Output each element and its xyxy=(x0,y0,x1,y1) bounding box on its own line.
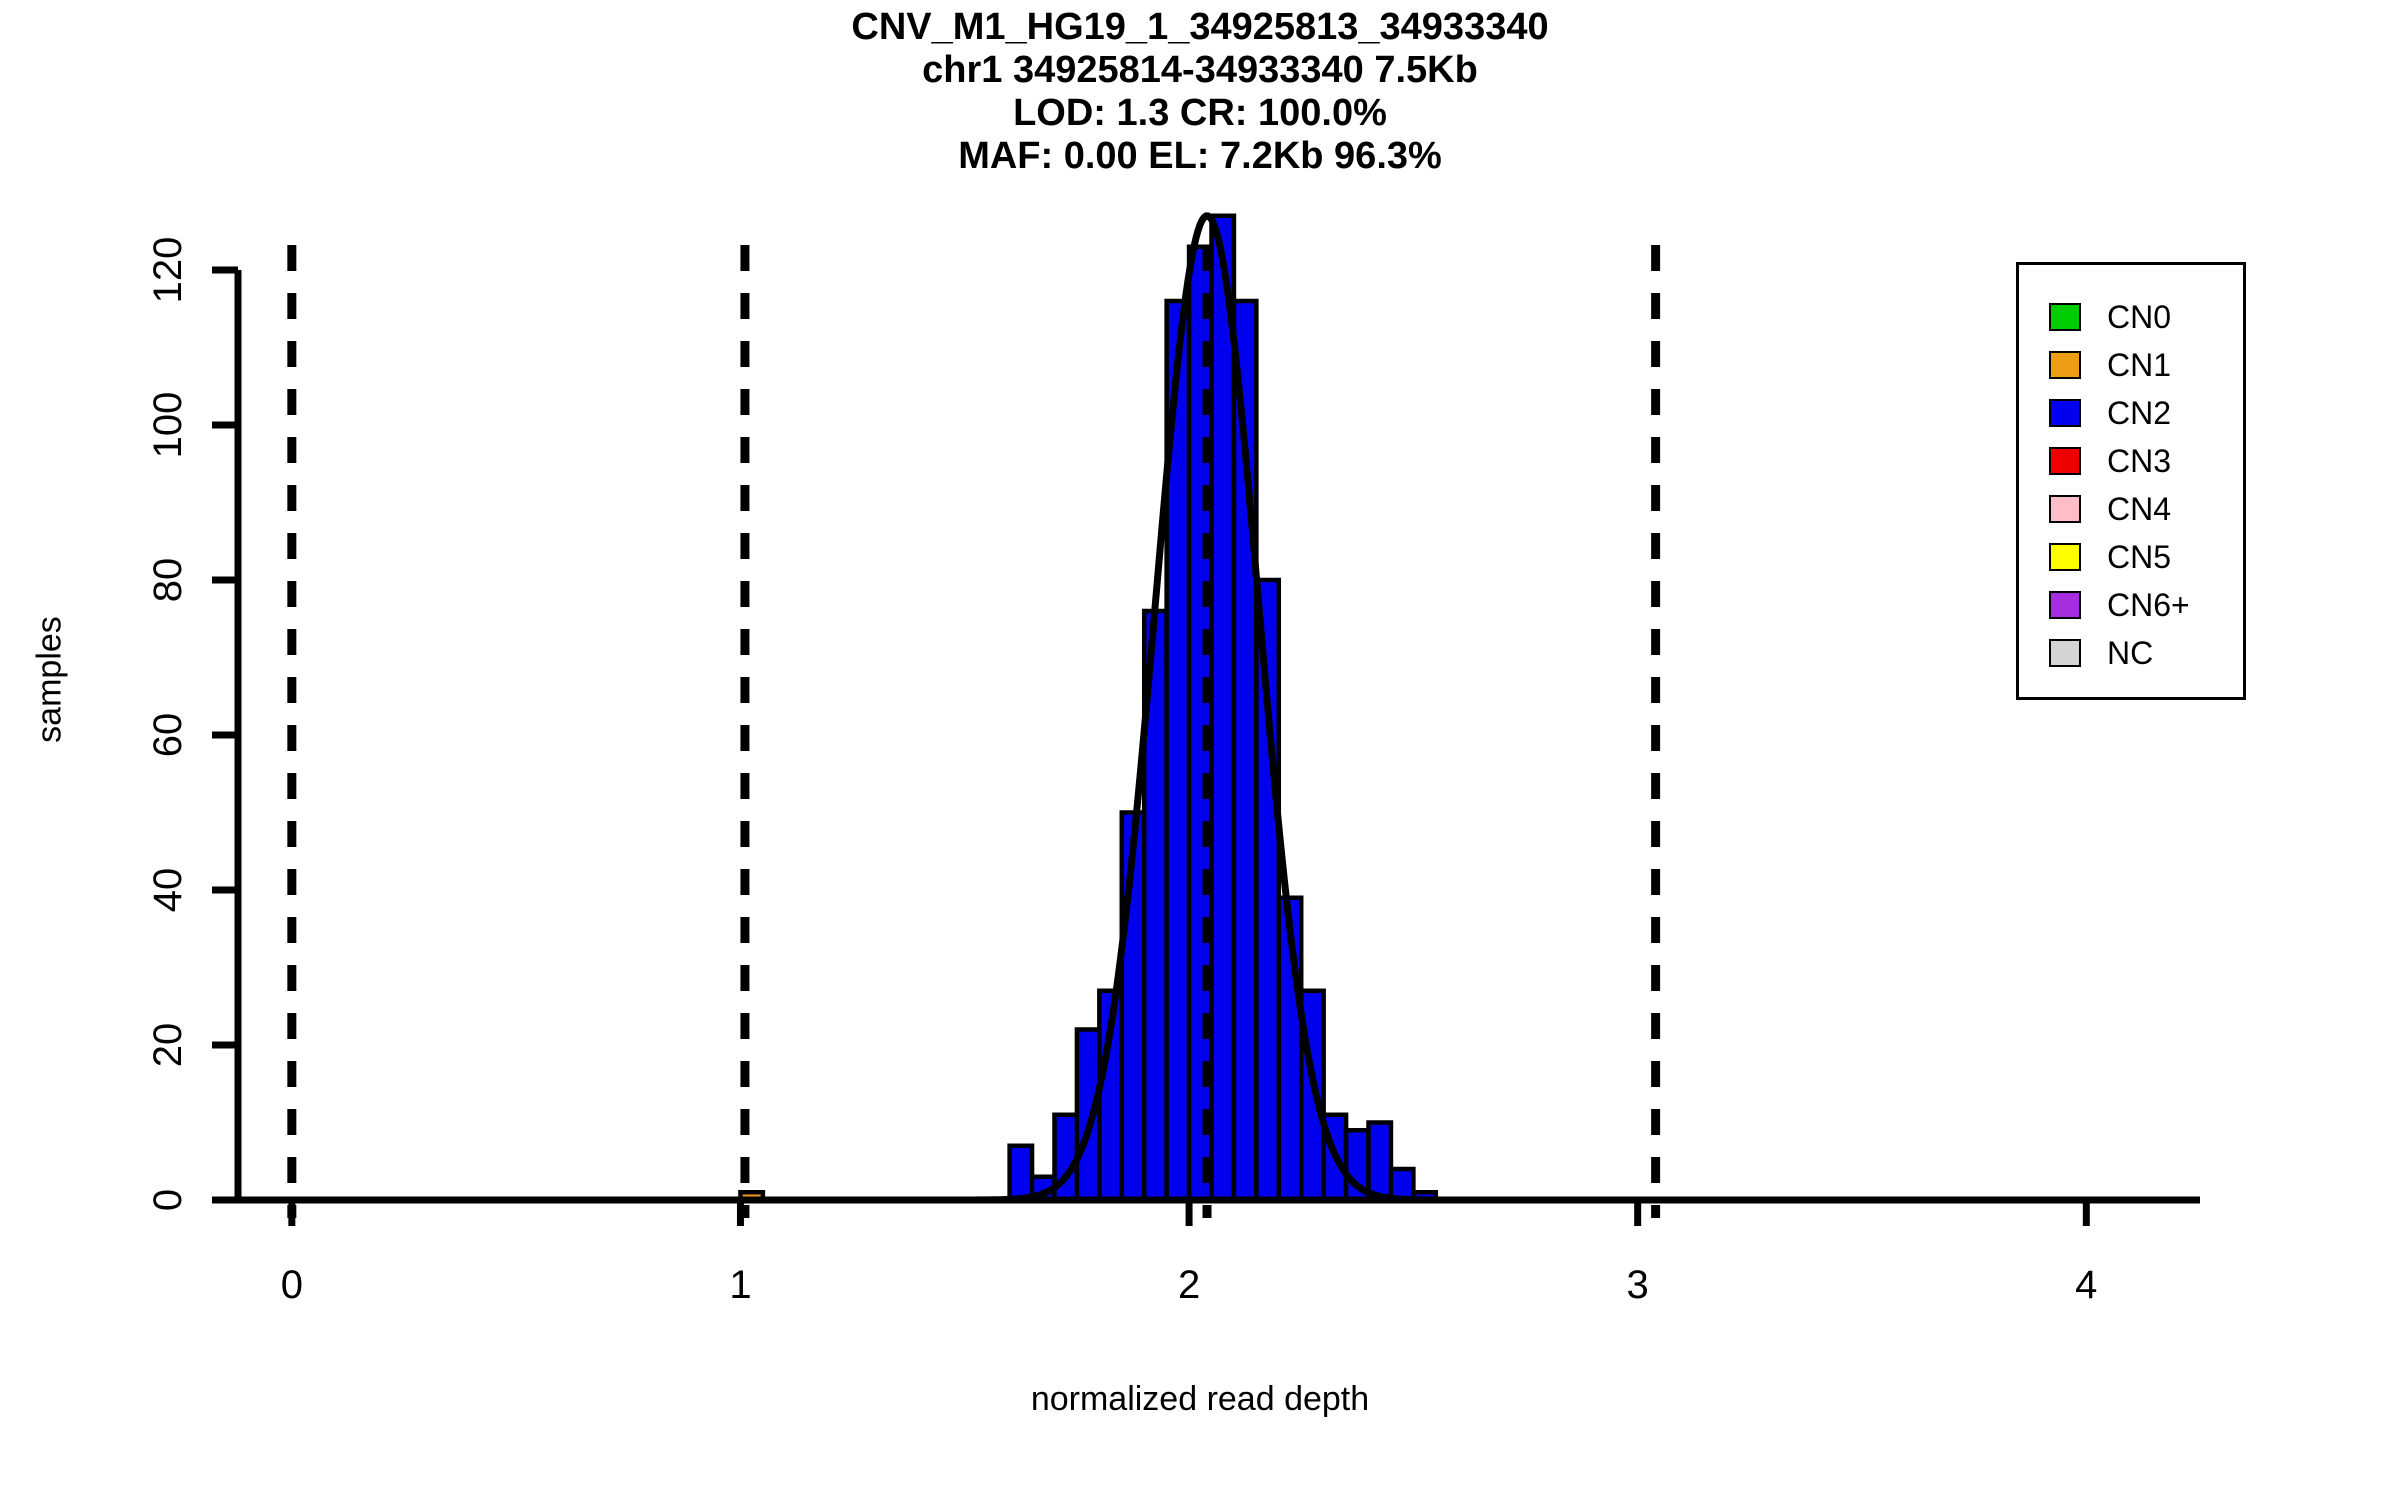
x-axis-label: normalized read depth xyxy=(1030,1380,1370,1418)
legend-item-cn0[interactable]: CN0 xyxy=(2049,293,2243,341)
x-axis-tick-label: 3 xyxy=(1627,1263,1649,1307)
copy-number-gridlines xyxy=(287,245,1661,1218)
legend-item-label: CN3 xyxy=(2107,443,2172,479)
x-axis-tick-label: 0 xyxy=(281,1263,303,1307)
legend-swatch-icon xyxy=(2049,351,2081,379)
legend-item-cn4[interactable]: CN4 xyxy=(2049,485,2243,533)
legend-item-label: CN0 xyxy=(2107,299,2172,335)
x-axis-tick-label: 1 xyxy=(729,1263,751,1307)
legend-item-label: NC xyxy=(2107,635,2154,671)
legend-item-label: CN1 xyxy=(2107,347,2172,383)
y-axis-tick-label: 60 xyxy=(146,713,190,758)
histogram-bars xyxy=(738,213,1439,1203)
y-axis-tick-label: 100 xyxy=(146,392,190,459)
legend-swatch-icon xyxy=(2049,639,2081,667)
legend-swatch-icon xyxy=(2049,447,2081,475)
legend-swatch-icon xyxy=(2049,495,2081,523)
legend-item-label: CN6+ xyxy=(2107,587,2190,623)
legend-item-cn2[interactable]: CN2 xyxy=(2049,389,2243,437)
x-axis-tick-label: 4 xyxy=(2075,1263,2097,1307)
legend-item-label: CN5 xyxy=(2107,539,2172,575)
y-axis-tick-label: 120 xyxy=(146,237,190,304)
histogram-bar xyxy=(1007,1143,1035,1203)
histogram-bar xyxy=(1209,213,1237,1203)
y-axis-tick-label: 80 xyxy=(146,558,190,603)
y-axis-tick-label: 40 xyxy=(146,868,190,913)
y-axis-tick-label: 20 xyxy=(146,1023,190,1068)
legend-item-cn5[interactable]: CN5 xyxy=(2049,533,2243,581)
legend-swatch-icon xyxy=(2049,591,2081,619)
legend-item-cn6plus[interactable]: CN6+ xyxy=(2049,581,2243,629)
legend-swatch-icon xyxy=(2049,303,2081,331)
legend-item-cn1[interactable]: CN1 xyxy=(2049,341,2243,389)
legend-item-nc[interactable]: NC xyxy=(2049,629,2243,677)
x-axis-tick-label: 2 xyxy=(1178,1263,1200,1307)
copy-number-legend: CN0 CN1 CN2 CN3 CN4 CN5 CN6+ NC xyxy=(2016,262,2246,700)
histogram-bar xyxy=(1366,1120,1394,1203)
legend-item-label: CN2 xyxy=(2107,395,2172,431)
legend-swatch-icon xyxy=(2049,399,2081,427)
y-axis-tick-label: 0 xyxy=(146,1189,190,1211)
legend-swatch-icon xyxy=(2049,543,2081,571)
plot-axes xyxy=(212,266,2200,1226)
legend-item-cn3[interactable]: CN3 xyxy=(2049,437,2243,485)
legend-item-label: CN4 xyxy=(2107,491,2172,527)
